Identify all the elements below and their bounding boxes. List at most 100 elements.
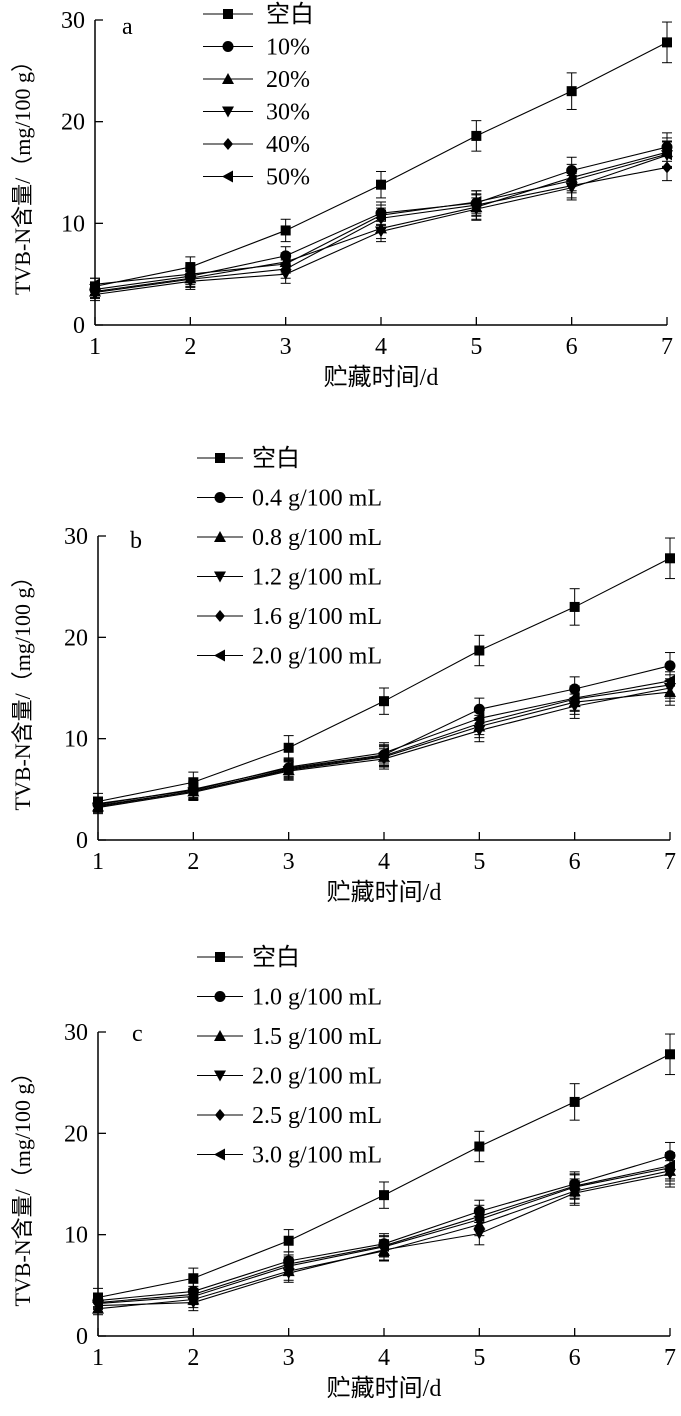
x-tick-label: 7 [664,1345,676,1371]
legend-marker [215,453,225,463]
panel-letter: c [132,1021,143,1047]
y-tick-label: 20 [64,625,88,651]
x-tick-label: 5 [473,849,485,875]
legend-label: 1.0 g/100 mL [252,985,382,1011]
legend-marker [215,1109,225,1121]
legend-marker [223,9,233,19]
chart-panel-c: 1 2 3 4 5 6 7 0 10 20 30 贮藏时间/d TVB-N含量/（mg/100 g） c 空… [10,944,676,1402]
y-tick-label: 30 [64,524,88,550]
data-point [662,37,672,48]
x-tick-label: 7 [661,334,673,360]
legend-label: 0.4 g/100 mL [252,486,382,512]
data-point [473,1228,486,1240]
legend-item: 40% [203,132,310,158]
data-point [569,601,580,612]
x-tick-label: 6 [569,1345,581,1371]
y-tick-label: 10 [64,727,88,753]
series-0 [90,21,672,295]
data-point [665,1049,675,1060]
x-tick-label: 2 [184,334,196,360]
y-tick-label: 10 [61,211,85,237]
legend-label: 2.5 g/100 mL [252,1103,382,1129]
legend-marker [222,170,233,183]
legend-item: 空白 [203,1,314,28]
y-axis-label: TVB-N含量/（mg/100 g） [10,1061,35,1306]
data-point [471,130,482,141]
data-point [90,286,100,299]
legend-item: 20% [203,67,310,93]
legend-marker [222,41,234,52]
y-axis-label: TVB-N含量/（mg/100 g） [10,50,35,295]
legend-label: 空白 [252,445,300,472]
legend-label: 0.8 g/100 mL [252,525,382,551]
legend-item: 1.2 g/100 mL [197,565,382,591]
data-point [568,1180,580,1193]
legend-marker [214,991,226,1002]
data-point [565,174,577,187]
legend-item: 空白 [197,944,300,971]
legend-label: 20% [266,67,310,93]
legend-marker [214,571,226,583]
legend-marker [215,610,225,622]
series-0 [93,1033,675,1308]
legend-item: 50% [203,165,310,191]
x-tick-label: 2 [187,1345,199,1371]
y-tick-label: 0 [76,1324,88,1350]
x-tick-label: 7 [664,849,676,875]
data-point [283,742,294,753]
series-5 [92,1152,675,1310]
data-point [664,674,675,687]
x-axis-label: 贮藏时间/d [327,1375,442,1402]
legend-label: 30% [266,100,310,126]
panel-letter: b [130,528,142,554]
x-tick-label: 3 [283,849,295,875]
legend-label: 40% [266,132,310,158]
x-tick-label: 3 [283,1345,295,1371]
legend-label: 1.2 g/100 mL [252,565,382,591]
y-tick-label: 0 [73,313,85,339]
data-point [283,1235,294,1246]
data-point [665,553,675,564]
legend-item: 1.0 g/100 mL [197,985,382,1011]
legend-marker [222,106,234,118]
legend-item: 1.5 g/100 mL [197,1024,382,1050]
legend-label: 2.0 g/100 mL [252,644,382,670]
data-point [279,258,291,270]
legend-marker [222,73,234,84]
legend-item: 空白 [197,445,300,472]
data-point [188,1273,199,1284]
panel-letter: a [122,14,133,40]
data-point [375,209,386,222]
data-point [89,278,100,291]
data-point [184,268,196,281]
data-point [379,1190,389,1201]
x-tick-label: 4 [378,1345,390,1371]
legend-item: 1.6 g/100 mL [197,604,382,630]
data-point [282,1258,294,1271]
y-tick-label: 0 [76,828,88,854]
data-point [282,761,294,774]
data-point [378,1239,389,1252]
data-point [474,1141,485,1152]
y-tick-label: 30 [61,8,85,34]
series-1 [92,1141,676,1309]
data-point [664,1159,675,1172]
chart-panel-b: 1 2 3 4 5 6 7 0 10 20 30 贮藏时间/d TVB-N含量/（mg/100 g） b 空… [10,445,676,906]
legend-item: 30% [203,100,310,126]
legend-item: 2.0 g/100 mL [197,644,382,670]
x-tick-label: 5 [470,334,482,360]
legend-marker [214,649,225,662]
legend-marker [215,952,225,962]
y-tick-label: 20 [64,1121,88,1147]
legend-label: 50% [266,165,310,191]
x-tick-label: 1 [92,849,104,875]
chart-panel-a: 1 2 3 4 5 6 7 0 10 20 30 贮藏时间/d TVB-N含量/（mg/100 g） a 空… [10,1,673,391]
y-tick-label: 20 [61,110,85,136]
series-line [97,1155,671,1302]
series-5 [92,667,675,811]
data-point [569,1096,580,1107]
data-point [376,179,386,190]
legend-label: 1.5 g/100 mL [252,1024,382,1050]
series-5 [89,140,672,291]
